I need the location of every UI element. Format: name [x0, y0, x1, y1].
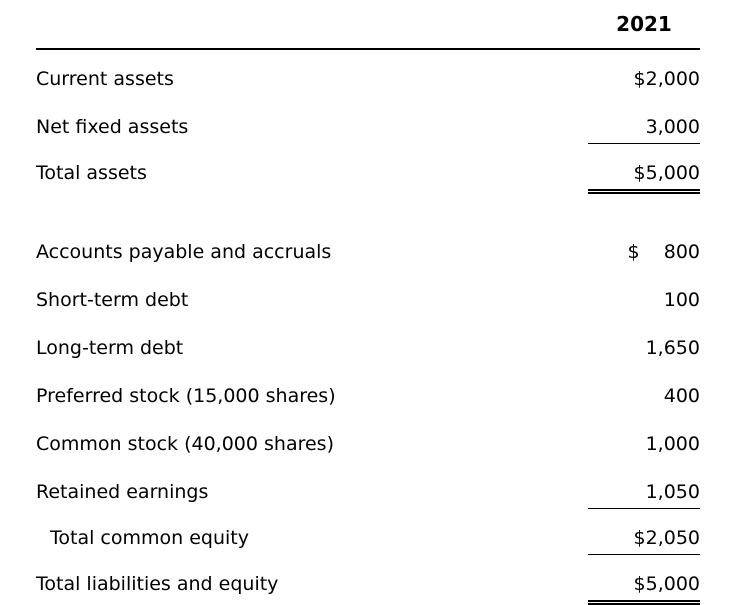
table-row: Common stock (40,000 shares) 1,000 [36, 432, 700, 463]
row-label: Net fixed assets [36, 116, 189, 138]
row-value: 1,050 [588, 480, 700, 509]
row-label: Total common equity [50, 527, 249, 549]
row-value: 100 [663, 289, 700, 311]
table-row: Preferred stock (15,000 shares) 400 [36, 384, 700, 415]
table-header: 2021 [36, 12, 700, 50]
year-column-header: 2021 [616, 12, 672, 36]
row-value: 400 [663, 385, 700, 407]
table-row: Net fixed assets 3,000 [36, 115, 700, 144]
row-value: $5,000 [588, 161, 700, 194]
row-value: 1,650 [645, 337, 700, 359]
row-value: 3,000 [588, 115, 700, 144]
row-label: Current assets [36, 68, 174, 90]
table-row: Short-term debt 100 [36, 288, 700, 319]
table-row: Accounts payable and accruals $ 800 [36, 240, 700, 271]
table-row: Total common equity $2,050 [36, 526, 700, 555]
row-value: $2,000 [633, 68, 700, 90]
row-value: $5,000 [588, 572, 700, 605]
row-label: Short-term debt [36, 289, 189, 311]
table-row: Total assets $5,000 [36, 161, 700, 194]
row-label: Accounts payable and accruals [36, 241, 332, 263]
spacer-row [36, 194, 700, 223]
table-row: Long-term debt 1,650 [36, 336, 700, 367]
row-label: Long-term debt [36, 337, 184, 359]
row-value: $ 800 [627, 241, 700, 263]
table-row: Current assets $2,000 [36, 67, 700, 98]
table-body: Current assets $2,000 Net fixed assets 3… [36, 67, 700, 605]
table-row: Retained earnings 1,050 [36, 480, 700, 509]
row-label: Common stock (40,000 shares) [36, 433, 334, 455]
table-row: Total liabilities and equity $5,000 [36, 572, 700, 605]
row-label: Preferred stock (15,000 shares) [36, 385, 336, 407]
row-label: Total assets [36, 162, 147, 184]
row-label: Retained earnings [36, 481, 209, 503]
row-value: $2,050 [588, 526, 700, 555]
row-label: Total liabilities and equity [36, 573, 279, 595]
row-value: 1,000 [645, 433, 700, 455]
